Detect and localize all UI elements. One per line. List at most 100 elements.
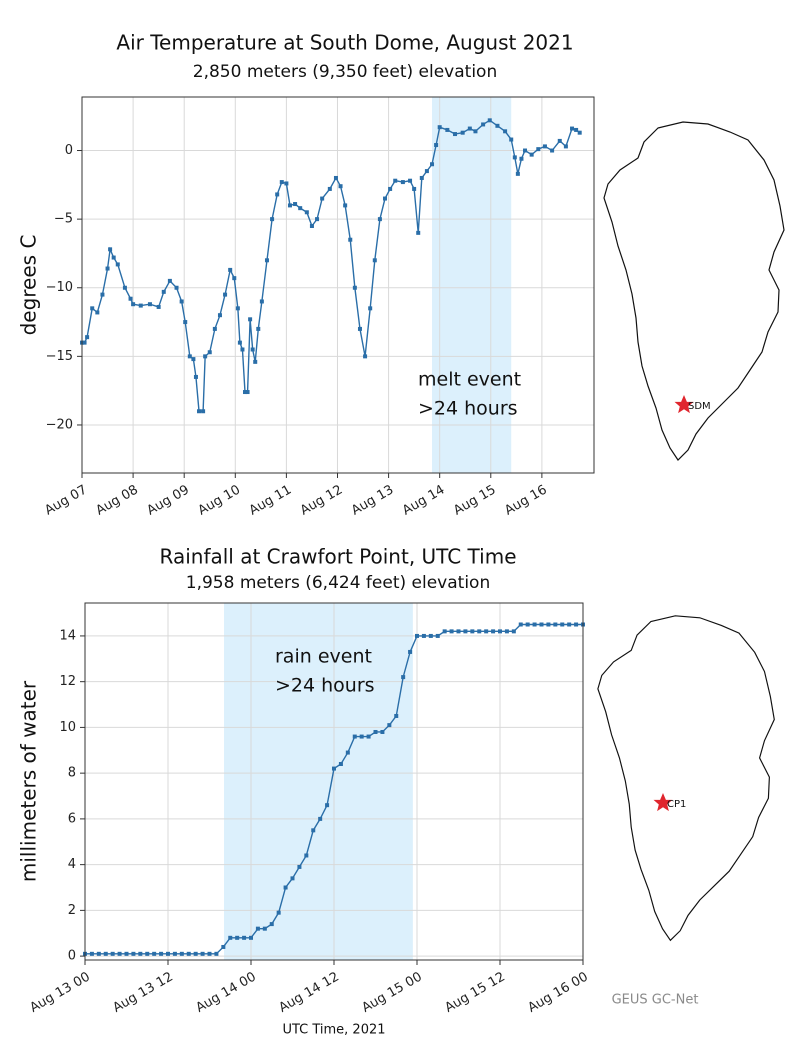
data-point <box>437 125 442 130</box>
data-point <box>156 304 161 309</box>
data-point <box>287 203 292 208</box>
x-tick-label: Aug 09 <box>145 483 192 519</box>
y-tick-label: 0 <box>65 143 73 158</box>
data-point <box>110 951 115 956</box>
data-point <box>327 186 332 191</box>
data-point <box>217 313 222 318</box>
data-point <box>298 206 303 211</box>
data-point <box>481 122 486 127</box>
data-point <box>320 196 325 201</box>
data-point <box>394 713 399 718</box>
data-point <box>183 320 188 325</box>
data-point <box>95 310 100 315</box>
chart-title: Air Temperature at South Dome, August 20… <box>116 31 573 55</box>
chart-title: Rainfall at Crawfort Point, UTC Time <box>160 545 517 569</box>
data-point <box>368 306 373 311</box>
data-point <box>122 285 127 290</box>
data-point <box>574 127 579 132</box>
data-point <box>529 152 534 157</box>
data-point <box>259 299 264 304</box>
data-point <box>284 181 289 186</box>
data-point <box>473 129 478 134</box>
annotation: melt event <box>418 369 521 391</box>
data-point <box>400 180 405 185</box>
data-point <box>387 723 392 728</box>
x-tick-label: Aug 14 00 <box>193 970 258 1016</box>
data-point <box>363 354 368 359</box>
data-point <box>419 175 424 180</box>
data-point <box>115 262 120 267</box>
data-point <box>187 354 192 359</box>
data-point <box>269 922 274 927</box>
data-point <box>221 944 226 949</box>
data-point <box>359 734 364 739</box>
data-point <box>108 247 113 252</box>
data-point <box>270 217 275 222</box>
data-point <box>380 729 385 734</box>
y-axis-label: millimeters of water <box>17 680 41 882</box>
data-point <box>536 147 541 152</box>
x-tick-label: Aug 10 <box>196 483 243 519</box>
data-point <box>100 292 105 297</box>
data-point <box>503 129 508 134</box>
data-point <box>546 622 551 627</box>
x-tick-label: Aug 15 00 <box>359 970 424 1016</box>
y-tick-label: 14 <box>59 628 76 643</box>
annotation: rain event <box>275 646 372 668</box>
map-sdm: SDM <box>603 121 785 461</box>
highlight-span <box>432 97 512 473</box>
plot-area <box>80 97 594 473</box>
data-point <box>366 734 371 739</box>
data-point <box>542 144 547 149</box>
data-point <box>511 629 516 634</box>
data-point <box>519 156 524 161</box>
data-point <box>166 951 170 956</box>
y-tick-label: −5 <box>54 212 73 227</box>
data-point <box>498 629 502 634</box>
data-point <box>515 171 520 176</box>
chart-subtitle: 2,850 meters (9,350 feet) elevation <box>193 62 497 82</box>
data-point <box>103 951 108 956</box>
data-point <box>179 299 184 304</box>
data-point <box>138 951 143 956</box>
data-point <box>560 622 565 627</box>
data-point <box>563 144 568 149</box>
data-point <box>574 622 579 627</box>
map-cp1: CP1 <box>597 615 775 941</box>
data-point <box>487 118 492 123</box>
x-tick-label: Aug 07 <box>42 483 89 519</box>
x-tick-label: Aug 16 <box>502 483 549 519</box>
data-point <box>467 126 472 131</box>
data-point <box>523 148 528 153</box>
data-point <box>248 317 253 322</box>
y-tick-label: −20 <box>46 417 73 432</box>
data-point <box>124 951 129 956</box>
plot-frame <box>81 96 595 474</box>
data-point <box>200 951 205 956</box>
data-point <box>179 951 184 956</box>
annotation: >24 hours <box>275 675 375 697</box>
data-point <box>557 138 562 143</box>
data-point <box>421 633 426 638</box>
data-point <box>577 130 582 135</box>
data-point <box>518 622 523 627</box>
data-point <box>456 629 461 634</box>
y-tick-label: 0 <box>68 949 76 964</box>
x-tick-label: Aug 11 <box>247 483 294 519</box>
data-point <box>424 169 429 174</box>
data-point <box>172 951 177 956</box>
x-tick-label: Aug 12 <box>298 483 345 519</box>
station-label: CP1 <box>667 799 686 810</box>
data-point <box>147 302 152 307</box>
data-point <box>315 217 320 222</box>
data-point <box>388 186 393 191</box>
y-tick-label: 12 <box>59 674 76 689</box>
x-tick-label: Aug 14 12 <box>276 970 341 1016</box>
data-point <box>512 155 517 160</box>
y-tick-label: 6 <box>68 811 76 826</box>
x-tick-label: Aug 13 12 <box>110 970 175 1016</box>
data-point <box>304 853 309 858</box>
data-point <box>111 255 116 260</box>
data-point <box>235 306 240 311</box>
data-point <box>214 951 219 956</box>
